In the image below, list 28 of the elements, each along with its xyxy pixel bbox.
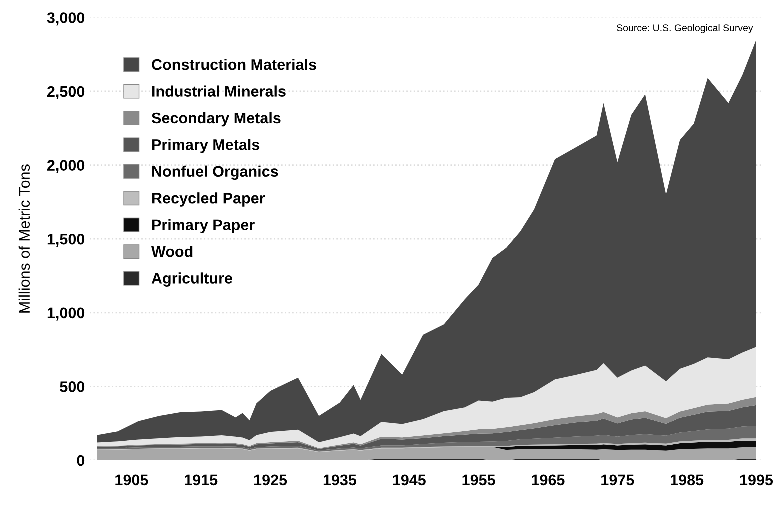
y-tick-label: 0 (77, 455, 85, 466)
x-tick-label: 1915 (185, 474, 218, 486)
legend-label: Construction Materials (152, 59, 316, 70)
y-tick-label: 500 (60, 382, 85, 392)
x-tick-label: 1925 (254, 474, 288, 486)
y-tick-label: 1,500 (48, 234, 85, 247)
y-tick-label: 1,000 (48, 308, 85, 321)
legend-label: Wood (152, 246, 193, 258)
legend-label: Agriculture (152, 272, 232, 287)
legend-label: Industrial Minerals (152, 86, 286, 97)
x-tick-label: 1965 (532, 474, 565, 486)
legend-label: Primary Paper (152, 219, 255, 234)
legend-label: Secondary Metals (152, 112, 281, 127)
legend-label: Nonfuel Organics (152, 166, 278, 180)
x-tick-label: 1995 (740, 474, 774, 486)
x-tick-label: 1955 (462, 474, 496, 486)
legend-label: Primary Metals (152, 139, 260, 154)
y-axis-title: Millions of Metric Tons (18, 164, 30, 313)
x-tick-label: 1945 (393, 474, 426, 486)
x-tick-label: 1985 (671, 474, 704, 486)
y-tick-label: 3,000 (47, 12, 85, 26)
annotation: Source: U.S. Geological Survey (617, 24, 754, 34)
y-tick-label: 2,000 (47, 160, 85, 174)
x-tick-label: 1975 (602, 474, 634, 486)
legend-label: Recycled Paper (152, 192, 266, 207)
y-tick-label: 2,500 (47, 86, 85, 100)
x-tick-label: 1935 (324, 474, 357, 486)
x-tick-label: 1905 (116, 474, 148, 486)
